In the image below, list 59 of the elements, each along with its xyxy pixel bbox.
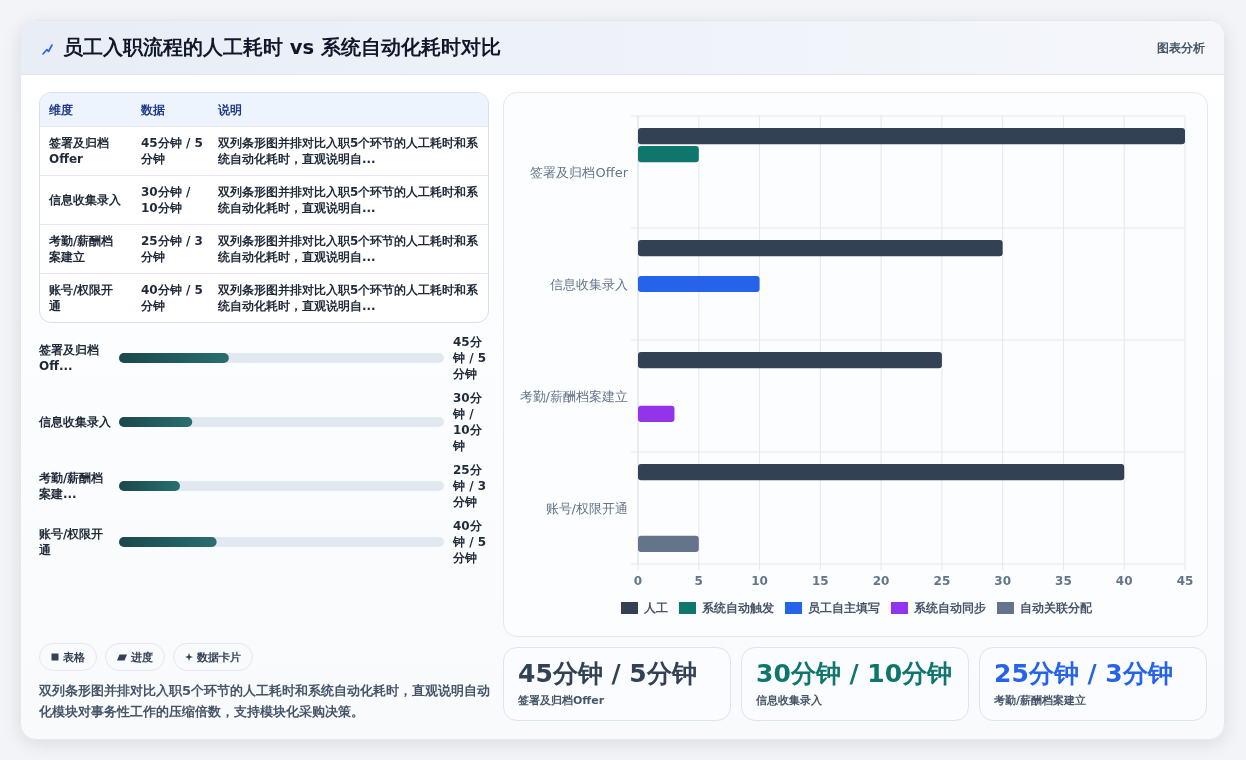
text: 进度 [131, 649, 153, 665]
text: 45分钟 / 5分钟 [518, 658, 698, 690]
text: 考勤/薪酬档案建立 [994, 693, 1088, 709]
text: 维度 [49, 101, 74, 118]
bar [638, 275, 760, 293]
bar [638, 464, 1125, 481]
x-tick-label: 25 [933, 574, 951, 588]
data-label: 25分钟 / 3分钟 [453, 462, 488, 510]
legend-label: 员工自主填写 [808, 601, 880, 615]
text: 签署及归档Offer [518, 693, 606, 709]
text: 45分钟 / 5分钟 [141, 135, 204, 167]
text: 信息收集录入 [756, 693, 823, 709]
x-tick-label: 35 [1055, 574, 1072, 588]
text: 双列条形图并排对比入职5个环节的人工耗时和系统自动化耗时，直观说明自... [218, 282, 480, 314]
x-tick-label: 40 [1115, 574, 1133, 588]
bar [638, 128, 1185, 145]
text: 表格 [63, 649, 85, 665]
x-tick-label: 20 [872, 574, 890, 588]
text: 双列条形图并排对比入职5个环节的人工耗时和系统自动化耗时，直观说明自... [218, 135, 480, 167]
text: 25分钟 / 3分钟 [141, 233, 204, 265]
x-tick-label: 30 [994, 574, 1012, 588]
x-tick-label: 15 [811, 574, 829, 588]
text: 双列条形图并排对比入职5个环节的人工耗时和系统自动化耗时，直观说明自... [218, 184, 480, 216]
x-tick-label: 5 [694, 574, 703, 588]
data-label: 40分钟 / 5分钟 [453, 518, 488, 566]
bar [638, 240, 1003, 257]
x-tick-label: 0 [633, 574, 643, 588]
text: 说明 [218, 101, 243, 118]
bar [638, 146, 699, 163]
bar [638, 405, 675, 422]
text: 双列条形图并排对比入职5个环节的人工耗时和系统自动化耗时，直观说明自动化模块对事务性工作的压缩倍数，支持模块化采购决策。 [39, 682, 491, 721]
legend-label: 系统自动同步 [913, 601, 986, 615]
text: 25分钟 / 3分钟 [994, 658, 1174, 690]
text: 信息收集录入 [49, 192, 122, 208]
text: 双列条形图并排对比入职5个环节的人工耗时和系统自动化耗时，直观说明自... [218, 233, 480, 265]
data-label: 30分钟 / 10分钟 [453, 390, 483, 454]
y-tick-label: 签署及归档Off... [39, 342, 100, 374]
text: 30分钟 / 10分钟 [756, 658, 954, 690]
text: 员工入职流程的人工耗时 vs 系统自动化耗时对比 [63, 35, 501, 61]
text: 30分钟 / 10分钟 [141, 184, 192, 216]
y-tick-label: 账号/权限开通 [545, 500, 628, 516]
x-tick-label: 45 [1176, 574, 1194, 588]
legend-label: 系统自动触发 [701, 601, 774, 615]
y-tick-label: 签署及归档Offer [530, 164, 629, 180]
text: 40分钟 / 5分钟 [141, 282, 204, 314]
x-tick-label: 10 [751, 574, 768, 588]
y-tick-label: 信息收集录入 [39, 414, 112, 430]
legend-label: 自动关联分配 [1020, 601, 1093, 615]
data-label: 45分钟 / 5分钟 [453, 334, 488, 382]
text: 图表分析 [1157, 41, 1205, 55]
text: 数据卡片 [197, 649, 241, 665]
y-tick-label: 信息收集录入 [550, 276, 628, 292]
legend-label: 人工 [643, 601, 668, 615]
y-tick-label: 考勤/薪酬档案建立 [519, 388, 628, 404]
bar [638, 352, 942, 369]
y-tick-label: 账号/权限开通 [39, 526, 105, 558]
y-tick-label: 考勤/薪酬档案建... [39, 470, 105, 502]
text: 数据 [141, 101, 166, 118]
bar [638, 535, 699, 552]
